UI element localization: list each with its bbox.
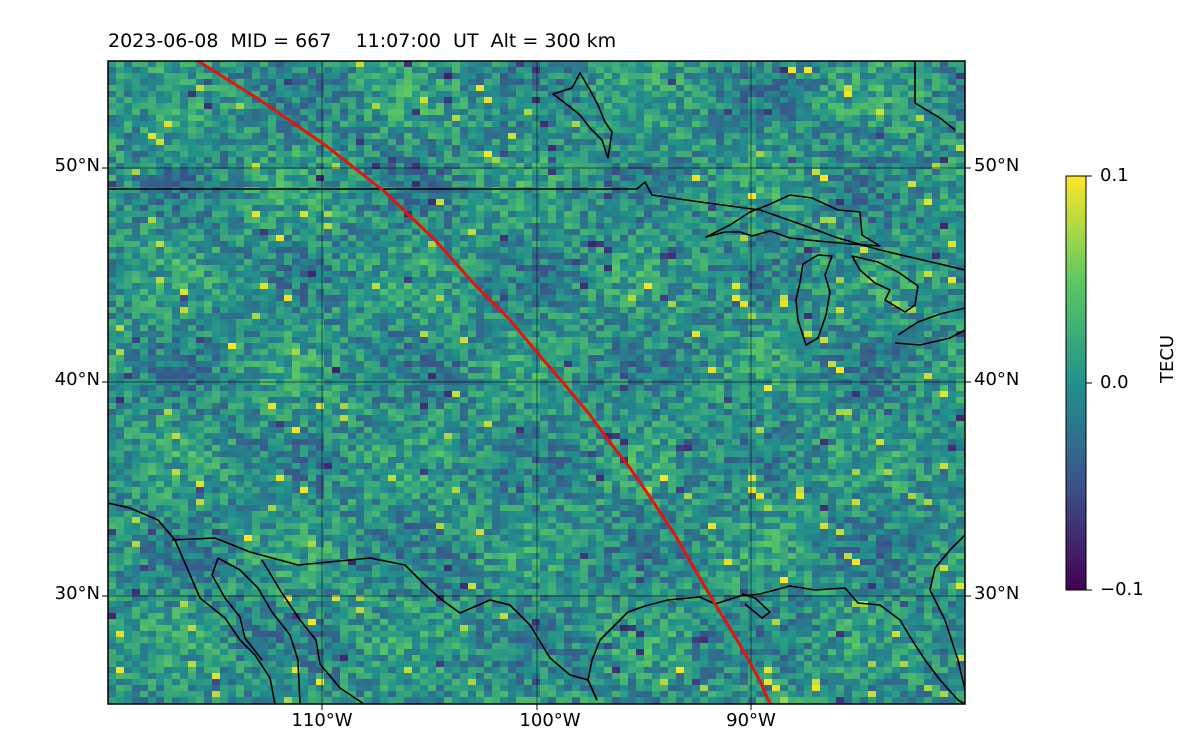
colorbar-tick-min: −0.1 <box>1100 579 1144 600</box>
pacific-coast <box>108 502 276 704</box>
plot-title: 2023-06-08 MID = 667 11:07:00 UT Alt = 3… <box>108 30 616 52</box>
lat-label-left-30: 30°N <box>54 583 100 604</box>
title-date: 2023-06-08 <box>108 30 219 52</box>
lake-michigan <box>795 254 833 346</box>
us-mexico-border <box>171 537 598 701</box>
northeast-coast <box>914 61 956 131</box>
colorbar-tick-max: 0.1 <box>1100 165 1129 186</box>
lat-label-left-40: 40°N <box>54 369 100 390</box>
satellite-track <box>197 61 772 704</box>
tec-heatmap <box>108 61 965 704</box>
colorbar-label: TECU <box>1157 334 1178 383</box>
colorbar-ticks <box>1086 175 1092 591</box>
colorbar-tick-mid: 0.0 <box>1100 372 1129 393</box>
lat-ticks-right <box>965 167 971 597</box>
lon-ticks-bottom <box>321 704 752 710</box>
title-mid: MID = 667 <box>230 30 332 52</box>
baja-california <box>211 557 301 704</box>
lake-erie-ontario <box>894 307 965 346</box>
gulf-coast <box>587 585 965 704</box>
lat-label-right-30: 30°N <box>974 583 1020 604</box>
mexico-west-coast <box>261 559 365 704</box>
atlantic-coast <box>929 534 965 691</box>
lat-label-right-40: 40°N <box>974 369 1020 390</box>
mississippi-delta <box>741 593 771 619</box>
hudson-bay-coast <box>552 72 613 159</box>
satellite-track-line <box>197 61 772 704</box>
lake-huron <box>851 255 919 313</box>
lat-label-left-50: 50°N <box>54 155 100 176</box>
lat-label-right-50: 50°N <box>974 155 1020 176</box>
coastlines-borders <box>108 61 965 704</box>
lake-superior <box>705 194 881 247</box>
title-time: 11:07:00 UT <box>355 30 479 52</box>
colorbar <box>1065 175 1087 591</box>
lon-label-100w: 100°W <box>519 710 581 731</box>
lon-label-90w: 90°W <box>726 710 776 731</box>
lat-ticks-left <box>102 167 108 597</box>
title-alt: Alt = 300 km <box>490 30 617 52</box>
lon-label-110w: 110°W <box>291 710 353 731</box>
